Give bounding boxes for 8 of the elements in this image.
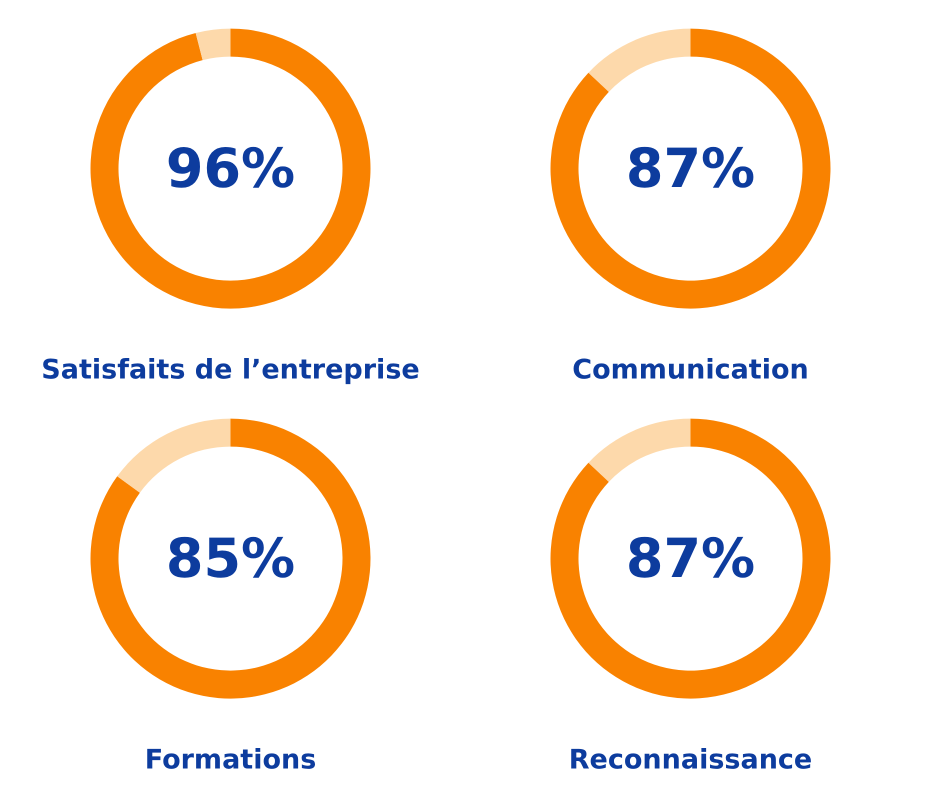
text: Reconnaissance	[568, 744, 812, 776]
text: Satisfaits de l’entreprise	[41, 354, 420, 386]
text: Formations	[144, 744, 316, 776]
text: Communication	[572, 354, 809, 386]
data-label: 85%	[166, 527, 296, 590]
data-label: 87%	[626, 527, 756, 590]
data-label: 96%	[166, 137, 296, 200]
data-label: 87%	[626, 137, 756, 200]
